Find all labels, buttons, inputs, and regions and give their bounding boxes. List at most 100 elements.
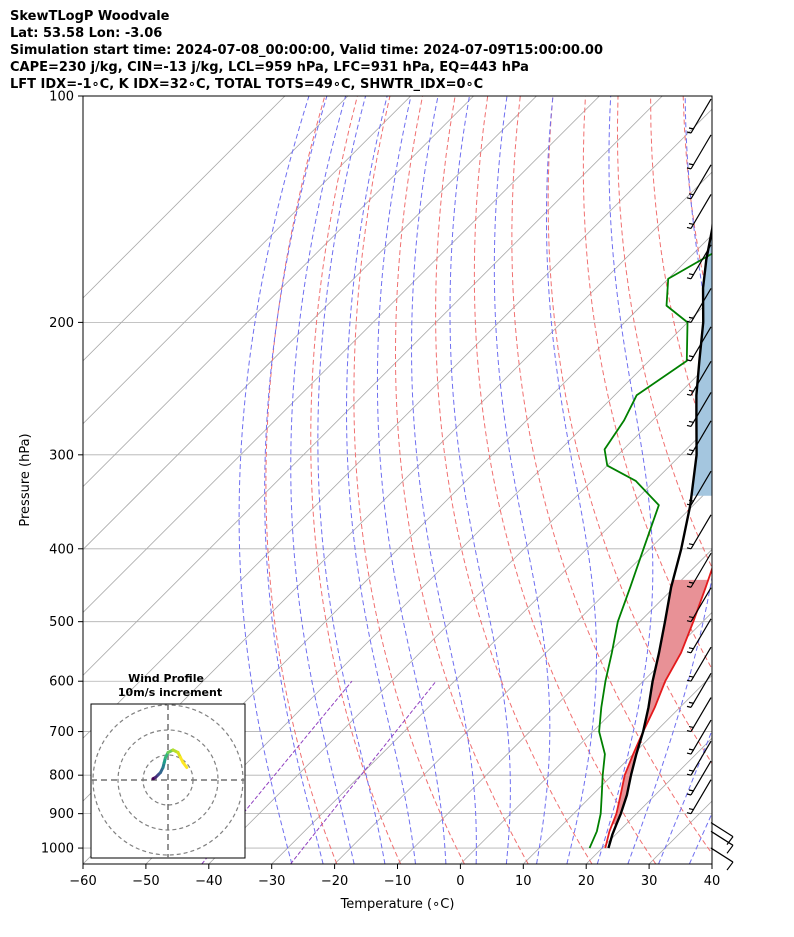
wind-barb-flag xyxy=(688,193,695,196)
hodograph-subtitle: 10m/s increment xyxy=(118,686,222,699)
wind-barb xyxy=(690,326,712,362)
wind-barb xyxy=(690,392,712,427)
isotherm xyxy=(83,96,600,613)
x-tick-label: −60 xyxy=(69,874,96,889)
wind-barb-flag xyxy=(686,651,692,654)
y-tick-label: 600 xyxy=(49,675,74,690)
wind-barb xyxy=(690,618,712,654)
dry-adiabat xyxy=(748,96,794,864)
x-tick-label: 40 xyxy=(704,874,721,889)
isotherm xyxy=(83,96,411,425)
wind-barb-flag xyxy=(688,769,695,772)
y-tick-label: 800 xyxy=(49,769,74,784)
wind-barb-flag xyxy=(686,226,692,230)
wind-barb xyxy=(710,847,734,863)
dewpoint-line xyxy=(588,252,712,849)
moist-adiabat xyxy=(264,96,328,864)
dry-adiabat xyxy=(265,96,338,864)
moist-adiabat xyxy=(317,96,386,864)
isotherm xyxy=(775,96,794,864)
wind-barb-flag xyxy=(686,359,692,362)
wind-barb xyxy=(690,646,712,682)
chart-title: SkewTLogP Woodvale xyxy=(10,9,170,24)
isotherm xyxy=(83,108,712,739)
wind-barb-flag xyxy=(688,808,695,811)
profile-lines xyxy=(588,217,712,849)
isotherm xyxy=(208,360,712,864)
wind-barb xyxy=(690,779,712,814)
wind-barb xyxy=(690,740,712,776)
wind-barb-flag xyxy=(686,752,692,755)
wind-barb-flag xyxy=(688,725,695,729)
wind-barb-flag xyxy=(688,647,695,650)
dry-adiabat xyxy=(353,96,465,864)
wind-barb-flag xyxy=(686,705,692,708)
wind-barbs xyxy=(686,98,734,871)
index-line: LFT IDX=-1∘C, K IDX=32∘C, TOTAL TOTS=49∘… xyxy=(10,77,484,92)
y-axis-label: Pressure (hPa) xyxy=(18,433,33,526)
wind-barb xyxy=(690,514,712,550)
wind-barb xyxy=(690,194,712,229)
wind-barb xyxy=(690,420,712,456)
wind-barb-flag xyxy=(688,163,695,166)
wind-barb-flag xyxy=(686,131,692,134)
mixing-ratio-line xyxy=(290,680,437,864)
isotherm xyxy=(83,96,663,676)
moist-adiabat xyxy=(346,96,416,864)
hodograph-title: Wind Profile xyxy=(128,672,204,685)
wind-barb-flag xyxy=(686,793,692,796)
chart-title-block: SkewTLogP Woodvale Lat: 53.58 Lon: -3.06… xyxy=(10,8,603,93)
isotherm xyxy=(83,96,349,362)
wind-barb xyxy=(710,830,734,846)
wind-barb-flag xyxy=(688,789,695,792)
isotherm xyxy=(83,96,537,551)
wind-barb xyxy=(690,360,712,396)
dry-adiabat xyxy=(394,96,529,864)
x-tick-label: 30 xyxy=(641,874,658,889)
x-tick-label: −30 xyxy=(258,874,285,889)
isotherm xyxy=(523,674,712,864)
x-axis-label: Temperature (∘C) xyxy=(340,897,455,912)
moist-adiabat xyxy=(238,96,310,864)
y-tick-label: 400 xyxy=(49,542,74,557)
isotherm xyxy=(83,96,474,488)
x-tick-label: −50 xyxy=(132,874,159,889)
wind-barb xyxy=(690,134,712,170)
y-tick-label: 300 xyxy=(49,448,74,463)
isotherm xyxy=(334,486,712,864)
dry-adiabat xyxy=(310,96,402,864)
wind-barb-flag xyxy=(686,812,692,815)
wind-barb xyxy=(690,244,712,280)
y-tick-label: 700 xyxy=(49,725,74,740)
wind-barb-flag xyxy=(688,616,695,619)
parcel-line xyxy=(607,217,712,849)
isotherm xyxy=(271,423,712,864)
wind-barb-flag xyxy=(686,393,692,396)
wind-barb xyxy=(710,822,734,838)
wind-barb-flag xyxy=(688,543,695,546)
wind-barb xyxy=(690,587,712,622)
dry-adiabat xyxy=(435,96,593,864)
y-tick-label: 100 xyxy=(49,90,74,105)
wind-barb-flag xyxy=(688,420,695,423)
x-tick-label: −20 xyxy=(321,874,348,889)
moist-adiabat xyxy=(290,96,355,864)
temperature-line xyxy=(604,566,712,849)
hodograph-trace-segment xyxy=(181,761,189,769)
dry-adiabat xyxy=(716,96,794,864)
moist-adiabat xyxy=(658,729,712,864)
dry-adiabat xyxy=(582,96,712,670)
wind-barb-flag xyxy=(726,861,734,871)
axes: −60 −50 −40 −30 −20 −10 0 10 20 30 40 100 200 300 400 5… xyxy=(18,90,720,913)
x-tick-label: 20 xyxy=(578,874,595,889)
wind-barb xyxy=(690,697,712,732)
wind-barb-flag xyxy=(688,273,695,276)
wind-barb-flag xyxy=(686,320,692,323)
wind-barb xyxy=(690,288,712,323)
wind-barb-flag xyxy=(686,729,692,733)
wind-barb-flag xyxy=(686,424,692,427)
wind-barb-flag xyxy=(688,449,695,452)
wind-barb-flag xyxy=(686,620,692,623)
wind-barb xyxy=(690,673,712,708)
